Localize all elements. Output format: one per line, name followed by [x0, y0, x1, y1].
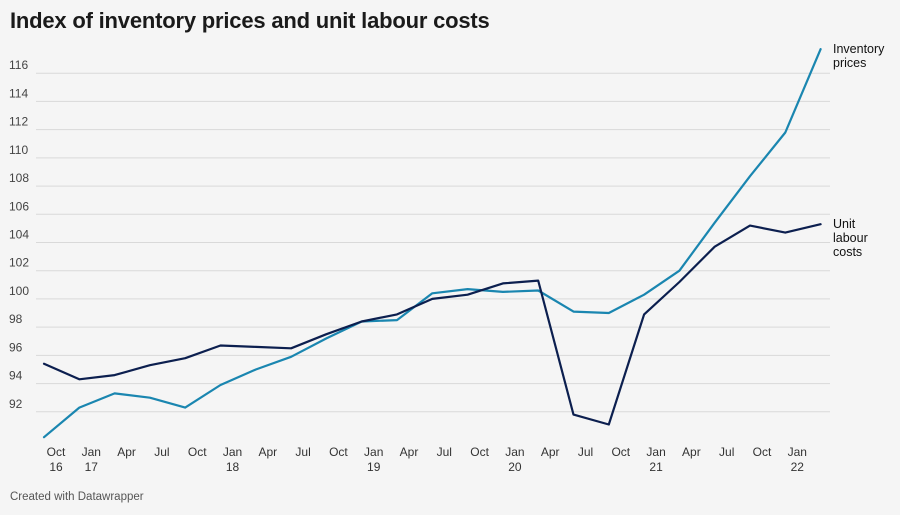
y-tick-label: 106: [9, 199, 29, 213]
series-line-inventory-prices: [42, 48, 822, 439]
x-tick-label: Jan: [82, 445, 101, 459]
x-tick-label: Apr: [258, 445, 277, 459]
y-tick-label: 94: [9, 369, 23, 383]
x-tick-year: 16: [49, 460, 63, 474]
y-tick-label: 110: [9, 143, 28, 157]
y-tick-label: 104: [9, 228, 29, 242]
x-tick-label: Jul: [578, 445, 593, 459]
gridlines: [36, 72, 830, 413]
y-tick-label: 114: [9, 86, 28, 100]
x-tick-label: Jul: [719, 445, 734, 459]
series-line-unit-labour-costs: [42, 223, 822, 426]
x-tick-label: Jul: [437, 445, 452, 459]
x-tick-label: Jan: [788, 445, 807, 459]
series-label: labour: [833, 231, 868, 245]
chart-title: Index of inventory prices and unit labou…: [10, 8, 490, 33]
x-tick-year: 20: [508, 460, 522, 474]
series: [42, 48, 822, 439]
y-tick-label: 100: [9, 284, 29, 298]
x-tick-label: Apr: [117, 445, 136, 459]
x-tick-label: Jan: [223, 445, 242, 459]
x-tick-year: 21: [649, 460, 663, 474]
series-label: Inventory: [833, 42, 885, 56]
x-tick-label: Oct: [470, 445, 489, 459]
x-tick-year: 17: [85, 460, 99, 474]
x-tick-label: Oct: [188, 445, 207, 459]
y-tick-label: 112: [9, 115, 28, 129]
y-tick-label: 98: [9, 312, 23, 326]
x-tick-label: Apr: [541, 445, 560, 459]
y-tick-label: 92: [9, 397, 23, 411]
y-tick-label: 116: [9, 58, 28, 72]
x-tick-year: 18: [226, 460, 240, 474]
x-tick-year: 19: [367, 460, 381, 474]
y-axis: 92 94 96 98 100 102 104 106 108 110 112 114 116: [9, 58, 29, 411]
x-tick-label: Apr: [400, 445, 419, 459]
series-label: Unit: [833, 217, 856, 231]
x-tick-label: Jul: [154, 445, 169, 459]
x-tick-label: Jul: [295, 445, 310, 459]
y-tick-label: 108: [9, 171, 29, 185]
y-tick-label: 102: [9, 256, 29, 270]
y-tick-label: 96: [9, 340, 23, 354]
series-label: costs: [833, 245, 862, 259]
x-tick-label: Oct: [329, 445, 348, 459]
x-tick-label: Jan: [364, 445, 383, 459]
series-label: prices: [833, 56, 866, 70]
credit-footer: Created with Datawrapper: [10, 491, 144, 503]
x-tick-label: Apr: [682, 445, 701, 459]
x-tick-year: 22: [791, 460, 805, 474]
x-tick-label: Oct: [753, 445, 772, 459]
x-tick-label: Jan: [505, 445, 524, 459]
x-tick-label: Oct: [611, 445, 630, 459]
x-tick-label: Oct: [47, 445, 66, 459]
x-tick-label: Jan: [646, 445, 665, 459]
